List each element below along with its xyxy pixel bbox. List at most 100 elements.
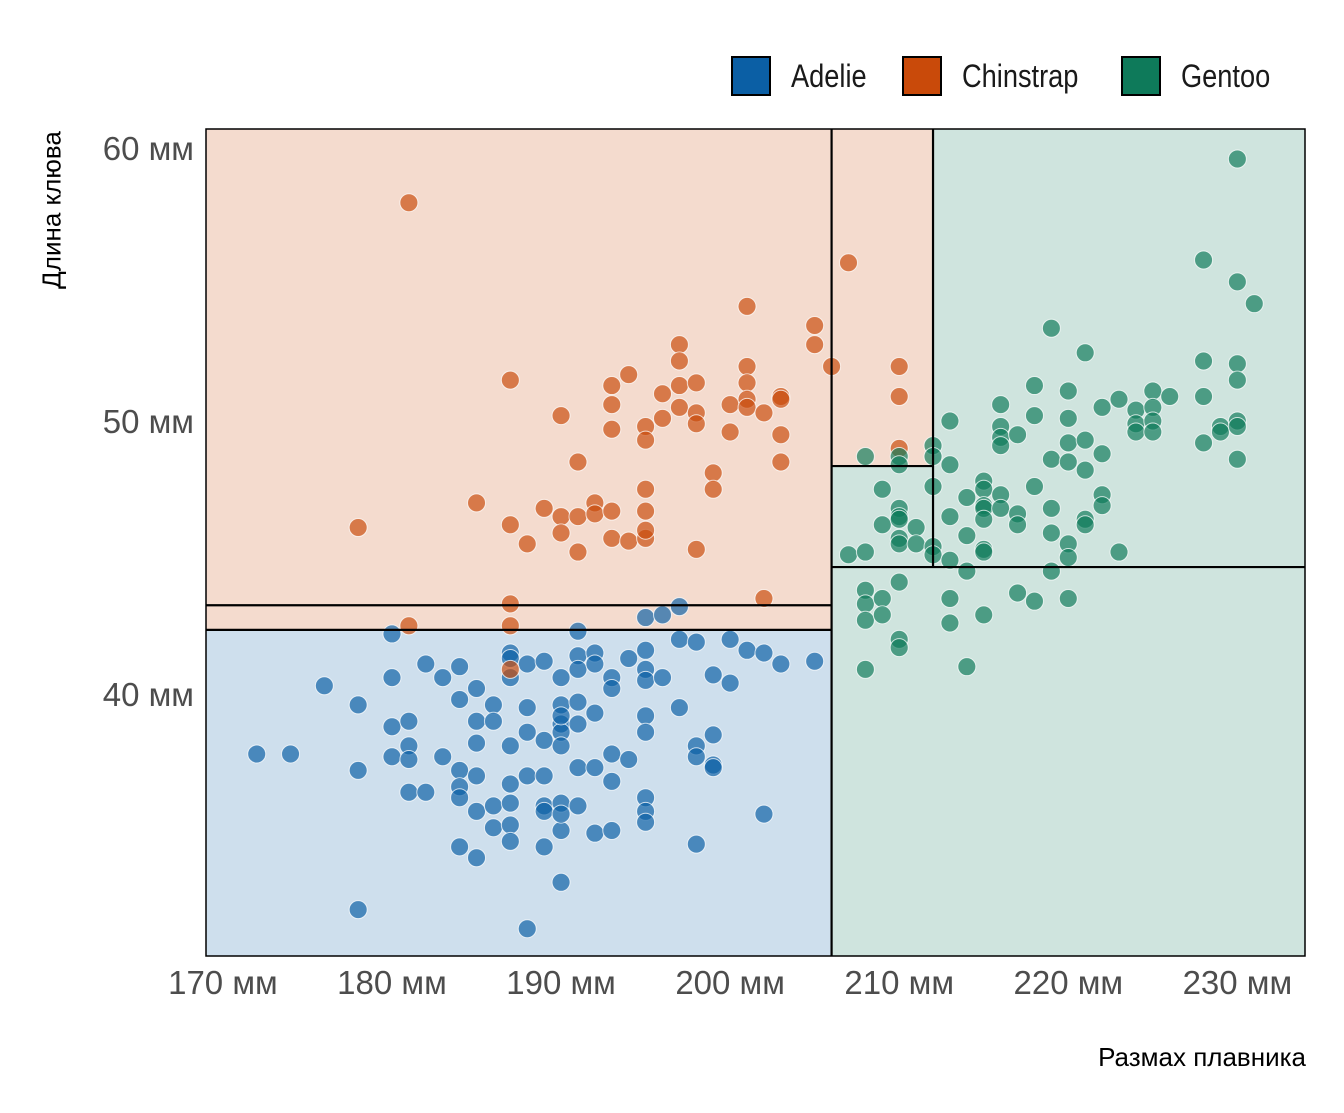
- point-gentoo[interactable]: [1194, 386, 1214, 406]
- point-gentoo[interactable]: [855, 610, 875, 630]
- point-chinstrap[interactable]: [805, 335, 825, 355]
- point-adelie[interactable]: [348, 760, 368, 780]
- point-gentoo[interactable]: [1058, 433, 1078, 453]
- point-gentoo[interactable]: [974, 605, 994, 625]
- point-chinstrap[interactable]: [838, 253, 858, 273]
- point-gentoo[interactable]: [1227, 449, 1247, 469]
- point-adelie[interactable]: [551, 706, 571, 726]
- point-adelie[interactable]: [467, 801, 487, 821]
- point-chinstrap[interactable]: [737, 356, 757, 376]
- point-gentoo[interactable]: [872, 479, 892, 499]
- point-adelie[interactable]: [399, 782, 419, 802]
- point-gentoo[interactable]: [957, 526, 977, 546]
- point-gentoo[interactable]: [1143, 381, 1163, 401]
- point-chinstrap[interactable]: [669, 397, 689, 417]
- point-gentoo[interactable]: [991, 395, 1011, 415]
- point-chinstrap[interactable]: [568, 542, 588, 562]
- point-gentoo[interactable]: [940, 550, 960, 570]
- point-adelie[interactable]: [534, 651, 554, 671]
- point-chinstrap[interactable]: [551, 406, 571, 426]
- point-adelie[interactable]: [382, 747, 402, 767]
- point-adelie[interactable]: [568, 659, 588, 679]
- point-chinstrap[interactable]: [348, 517, 368, 537]
- point-adelie[interactable]: [517, 654, 537, 674]
- point-adelie[interactable]: [500, 736, 520, 756]
- point-gentoo[interactable]: [1075, 460, 1095, 480]
- point-adelie[interactable]: [636, 608, 656, 628]
- point-chinstrap[interactable]: [500, 594, 520, 614]
- point-adelie[interactable]: [754, 804, 774, 824]
- point-gentoo[interactable]: [1075, 430, 1095, 450]
- point-adelie[interactable]: [450, 760, 470, 780]
- point-gentoo[interactable]: [1092, 444, 1112, 464]
- point-adelie[interactable]: [534, 801, 554, 821]
- point-chinstrap[interactable]: [771, 425, 791, 445]
- point-adelie[interactable]: [585, 703, 605, 723]
- point-adelie[interactable]: [399, 711, 419, 731]
- point-chinstrap[interactable]: [568, 507, 588, 527]
- point-adelie[interactable]: [416, 782, 436, 802]
- point-gentoo[interactable]: [1008, 515, 1028, 535]
- point-adelie[interactable]: [568, 758, 588, 778]
- point-adelie[interactable]: [467, 733, 487, 753]
- point-gentoo[interactable]: [1244, 294, 1264, 314]
- point-adelie[interactable]: [703, 725, 723, 745]
- point-chinstrap[interactable]: [619, 531, 639, 551]
- point-chinstrap[interactable]: [636, 479, 656, 499]
- point-gentoo[interactable]: [855, 447, 875, 467]
- point-chinstrap[interactable]: [686, 414, 706, 434]
- point-chinstrap[interactable]: [889, 386, 909, 406]
- point-chinstrap[interactable]: [500, 370, 520, 390]
- point-gentoo[interactable]: [1024, 477, 1044, 497]
- point-chinstrap[interactable]: [805, 316, 825, 336]
- point-chinstrap[interactable]: [636, 430, 656, 450]
- point-adelie[interactable]: [534, 730, 554, 750]
- point-chinstrap[interactable]: [500, 515, 520, 535]
- point-gentoo[interactable]: [1227, 272, 1247, 292]
- point-adelie[interactable]: [585, 654, 605, 674]
- point-gentoo[interactable]: [1058, 548, 1078, 568]
- point-gentoo[interactable]: [1210, 422, 1230, 442]
- point-gentoo[interactable]: [957, 487, 977, 507]
- point-gentoo[interactable]: [889, 509, 909, 529]
- point-adelie[interactable]: [450, 837, 470, 857]
- point-gentoo[interactable]: [889, 638, 909, 658]
- point-gentoo[interactable]: [838, 545, 858, 565]
- point-chinstrap[interactable]: [737, 296, 757, 316]
- point-adelie[interactable]: [653, 605, 673, 625]
- point-chinstrap[interactable]: [399, 616, 419, 636]
- point-adelie[interactable]: [720, 673, 740, 693]
- point-gentoo[interactable]: [872, 605, 892, 625]
- point-gentoo[interactable]: [1008, 425, 1028, 445]
- point-chinstrap[interactable]: [669, 351, 689, 371]
- point-chinstrap[interactable]: [534, 498, 554, 518]
- point-gentoo[interactable]: [957, 657, 977, 677]
- point-adelie[interactable]: [467, 848, 487, 868]
- point-chinstrap[interactable]: [636, 520, 656, 540]
- point-gentoo[interactable]: [872, 515, 892, 535]
- point-chinstrap[interactable]: [653, 384, 673, 404]
- point-adelie[interactable]: [500, 815, 520, 835]
- point-chinstrap[interactable]: [585, 504, 605, 524]
- point-adelie[interactable]: [500, 774, 520, 794]
- point-gentoo[interactable]: [940, 411, 960, 431]
- point-adelie[interactable]: [467, 679, 487, 699]
- point-adelie[interactable]: [720, 629, 740, 649]
- point-chinstrap[interactable]: [737, 373, 757, 393]
- point-gentoo[interactable]: [1024, 591, 1044, 611]
- point-gentoo[interactable]: [974, 509, 994, 529]
- point-adelie[interactable]: [568, 714, 588, 734]
- point-adelie[interactable]: [602, 771, 622, 791]
- point-gentoo[interactable]: [1227, 417, 1247, 437]
- point-gentoo[interactable]: [1024, 376, 1044, 396]
- point-adelie[interactable]: [534, 837, 554, 857]
- point-adelie[interactable]: [551, 820, 571, 840]
- point-adelie[interactable]: [483, 796, 503, 816]
- point-adelie[interactable]: [500, 793, 520, 813]
- point-gentoo[interactable]: [889, 572, 909, 592]
- point-adelie[interactable]: [348, 900, 368, 920]
- point-adelie[interactable]: [619, 749, 639, 769]
- point-gentoo[interactable]: [1194, 351, 1214, 371]
- point-gentoo[interactable]: [1058, 588, 1078, 608]
- point-adelie[interactable]: [483, 818, 503, 838]
